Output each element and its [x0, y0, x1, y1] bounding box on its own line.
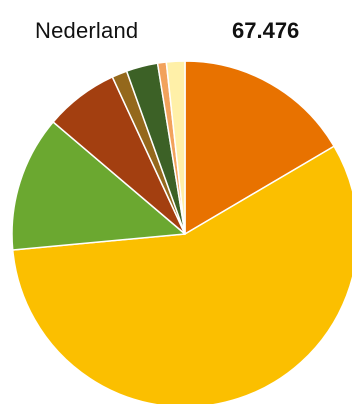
chart-header: Nederland 67.476	[0, 14, 352, 46]
region-name: Nederland	[35, 18, 139, 43]
pie-slice-1	[184, 60, 335, 235]
pie-slice-3	[11, 121, 186, 251]
pie-slice-2	[11, 145, 352, 404]
region-total: 67.476	[232, 18, 300, 43]
pie-slices	[11, 60, 352, 404]
pie-slice-8	[165, 60, 186, 235]
